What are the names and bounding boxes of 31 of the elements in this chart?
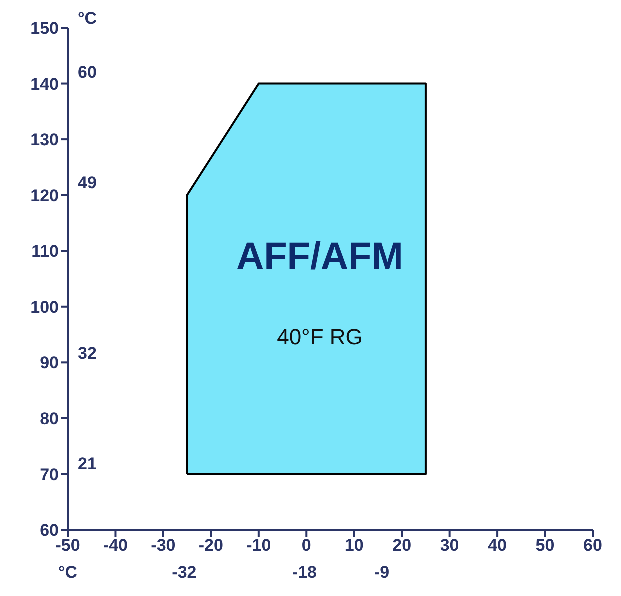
x2-tick-label: -18	[292, 563, 318, 582]
y-tick-label: 110	[32, 242, 59, 262]
x-tick-label: -30	[151, 536, 176, 556]
y-tick-label: 150	[30, 19, 59, 38]
y2-tick-label: 21	[78, 454, 97, 474]
y-tick-label: 100	[30, 298, 59, 317]
y-tick-label: 90	[40, 354, 59, 373]
annotation: 40°F RG	[277, 324, 363, 350]
x-tick-label: 50	[536, 536, 555, 556]
x-tick-label: 10	[344, 536, 364, 556]
y2-tick-label: 60	[78, 62, 97, 82]
y2-tick-label: 49	[78, 173, 97, 192]
y2-axis-title: °C	[78, 9, 98, 28]
x2-axis-title: °C	[58, 563, 78, 582]
x-tick-label: -10	[246, 536, 272, 556]
x-tick-label: -20	[198, 536, 224, 556]
x-tick-label: 40	[488, 536, 508, 556]
y-tick-label: 140	[30, 74, 59, 94]
x-tick-label: 60	[584, 536, 602, 556]
x-tick-label: 30	[440, 536, 460, 556]
y-tick-label: 70	[40, 465, 59, 484]
x2-tick-label: -32	[172, 563, 197, 582]
annotation: AFF/AFM	[236, 236, 404, 278]
y-tick-label: 120	[30, 186, 59, 206]
y2-tick-label: 32	[78, 344, 97, 363]
x-tick-label: 0	[302, 536, 312, 556]
x-tick-label: 20	[392, 536, 412, 556]
y-tick-label: 130	[30, 130, 59, 150]
y-tick-label: 80	[40, 409, 59, 428]
x-tick-label: -40	[103, 536, 128, 556]
x2-tick-label: -9	[374, 563, 390, 582]
